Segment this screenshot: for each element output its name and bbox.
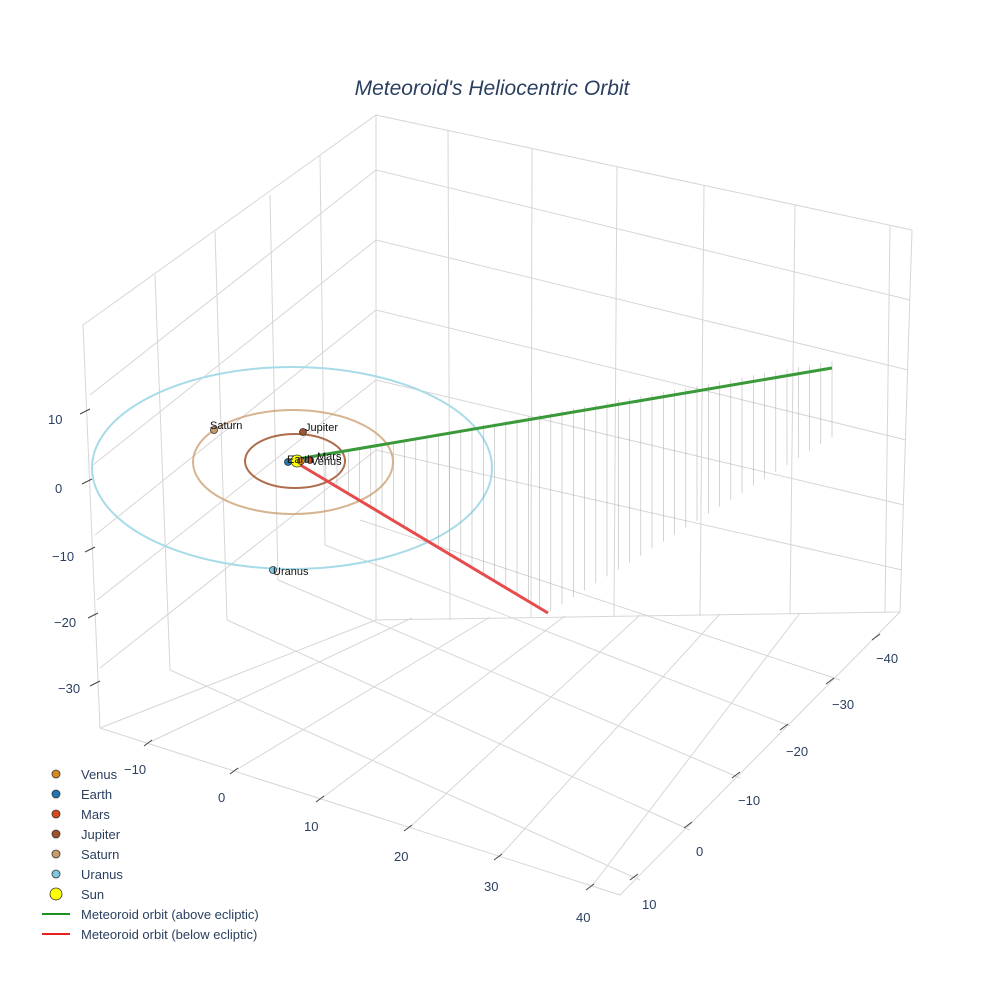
- z-tick-mark: [79, 408, 91, 415]
- legend-uranus-swatch: [51, 869, 61, 879]
- x-tick-mark: [403, 824, 413, 832]
- y-tick-mark: [871, 633, 881, 641]
- z-tick-label: 10: [48, 412, 62, 427]
- z-tick-label: −10: [52, 549, 74, 564]
- legend-below-label[interactable]: Meteoroid orbit (below ecliptic): [81, 927, 257, 942]
- x-tick-mark: [143, 739, 153, 747]
- meteoroid-orbit-above: [291, 366, 833, 462]
- grid-floor: [99, 519, 901, 896]
- earth-label: Earth: [287, 454, 313, 466]
- legend-mars-label[interactable]: Mars: [81, 807, 110, 822]
- y-tick-label: −40: [876, 651, 898, 666]
- x-tick-label: 10: [304, 819, 318, 834]
- x-tick-label: 40: [576, 910, 590, 925]
- y-tick-label: −10: [738, 793, 760, 808]
- grid-left-wall: [82, 114, 377, 729]
- saturn-marker: [210, 426, 218, 434]
- y-tick-mark: [629, 873, 639, 881]
- legend-sun-label[interactable]: Sun: [81, 887, 104, 902]
- legend-venus-swatch: [51, 769, 61, 779]
- z-tick-mark: [87, 612, 99, 619]
- legend: Venus Earth Mars Jupiter Saturn Uranus S…: [42, 767, 259, 942]
- x-tick-mark: [493, 853, 503, 861]
- grid-right-wall: [375, 114, 913, 621]
- legend-earth-swatch: [51, 789, 61, 799]
- legend-saturn-swatch: [51, 849, 61, 859]
- projection-droplines: [325, 361, 833, 612]
- saturn-label: Saturn: [210, 420, 242, 432]
- legend-uranus-label[interactable]: Uranus: [81, 867, 123, 882]
- x-tick-mark: [315, 795, 325, 803]
- jupiter-label: Jupiter: [305, 422, 338, 434]
- x-tick-label: 30: [484, 879, 498, 894]
- y-tick-label: −20: [786, 744, 808, 759]
- legend-earth-label[interactable]: Earth: [81, 787, 112, 802]
- earth-marker: [284, 458, 292, 466]
- mars-marker: [306, 456, 314, 464]
- jupiter-orbit: [244, 433, 346, 489]
- legend-venus-label[interactable]: Venus: [81, 767, 118, 782]
- legend-jupiter-swatch: [51, 829, 61, 839]
- y-tick-label: −30: [832, 697, 854, 712]
- venus-marker: [297, 457, 305, 465]
- legend-jupiter-label[interactable]: Jupiter: [81, 827, 121, 842]
- uranus-orbit: [91, 366, 493, 570]
- x-tick-label: −10: [124, 762, 146, 777]
- y-tick-label: 10: [642, 897, 656, 912]
- uranus-label: Uranus: [273, 566, 309, 578]
- y-tick-mark: [731, 771, 741, 779]
- venus-label: Venus: [311, 456, 342, 468]
- z-tick-mark: [84, 546, 96, 553]
- chart-title: Meteoroid's Heliocentric Orbit: [355, 77, 631, 100]
- y-tick-label: 0: [696, 844, 703, 859]
- y-tick-mark: [779, 723, 789, 731]
- y-tick-mark: [683, 821, 693, 829]
- jupiter-marker: [299, 428, 307, 436]
- legend-above-label[interactable]: Meteoroid orbit (above ecliptic): [81, 907, 259, 922]
- z-tick-label: −30: [58, 681, 80, 696]
- z-tick-mark: [81, 478, 93, 485]
- y-tick-mark: [825, 677, 835, 685]
- x-tick-mark: [585, 883, 595, 891]
- x-tick-label: 0: [218, 790, 225, 805]
- z-tick-label: −20: [54, 615, 76, 630]
- legend-mars-swatch: [51, 809, 61, 819]
- meteoroid-orbit-below: [291, 458, 549, 615]
- legend-saturn-label[interactable]: Saturn: [81, 847, 119, 862]
- mars-label: Mars: [317, 451, 342, 463]
- x-tick-mark: [229, 767, 239, 775]
- z-tick-mark: [89, 680, 101, 687]
- x-tick-label: 20: [394, 849, 408, 864]
- uranus-marker: [269, 566, 277, 574]
- z-tick-label: 0: [55, 481, 62, 496]
- legend-sun-swatch: [49, 887, 63, 901]
